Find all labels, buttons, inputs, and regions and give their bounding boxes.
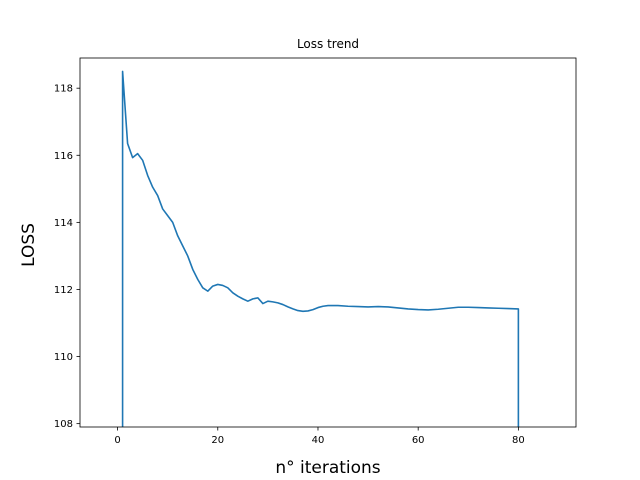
x-tick-label: 80 (512, 435, 525, 446)
y-tick-label: 108 (54, 419, 73, 430)
axis-ticks: 0 20 40 60 80 108 110 112 114 116 118 (54, 84, 525, 446)
plot-lines (121, 70, 520, 427)
y-tick-label: 110 (54, 352, 73, 363)
loss-series-line (121, 70, 520, 427)
x-tick-label: 20 (211, 435, 224, 446)
plot-frame (79, 57, 577, 428)
chart-title: Loss trend (297, 37, 359, 51)
y-tick-label: 116 (54, 151, 73, 162)
x-axis-label: n° iterations (275, 458, 380, 478)
x-tick-label: 40 (312, 435, 325, 446)
y-tick-label: 114 (54, 218, 73, 229)
y-axis-label: LOSS (19, 223, 39, 267)
x-tick-label: 60 (412, 435, 425, 446)
y-tick-label: 112 (54, 285, 73, 296)
x-tick-label: 0 (114, 435, 120, 446)
y-tick-label: 118 (54, 84, 73, 95)
